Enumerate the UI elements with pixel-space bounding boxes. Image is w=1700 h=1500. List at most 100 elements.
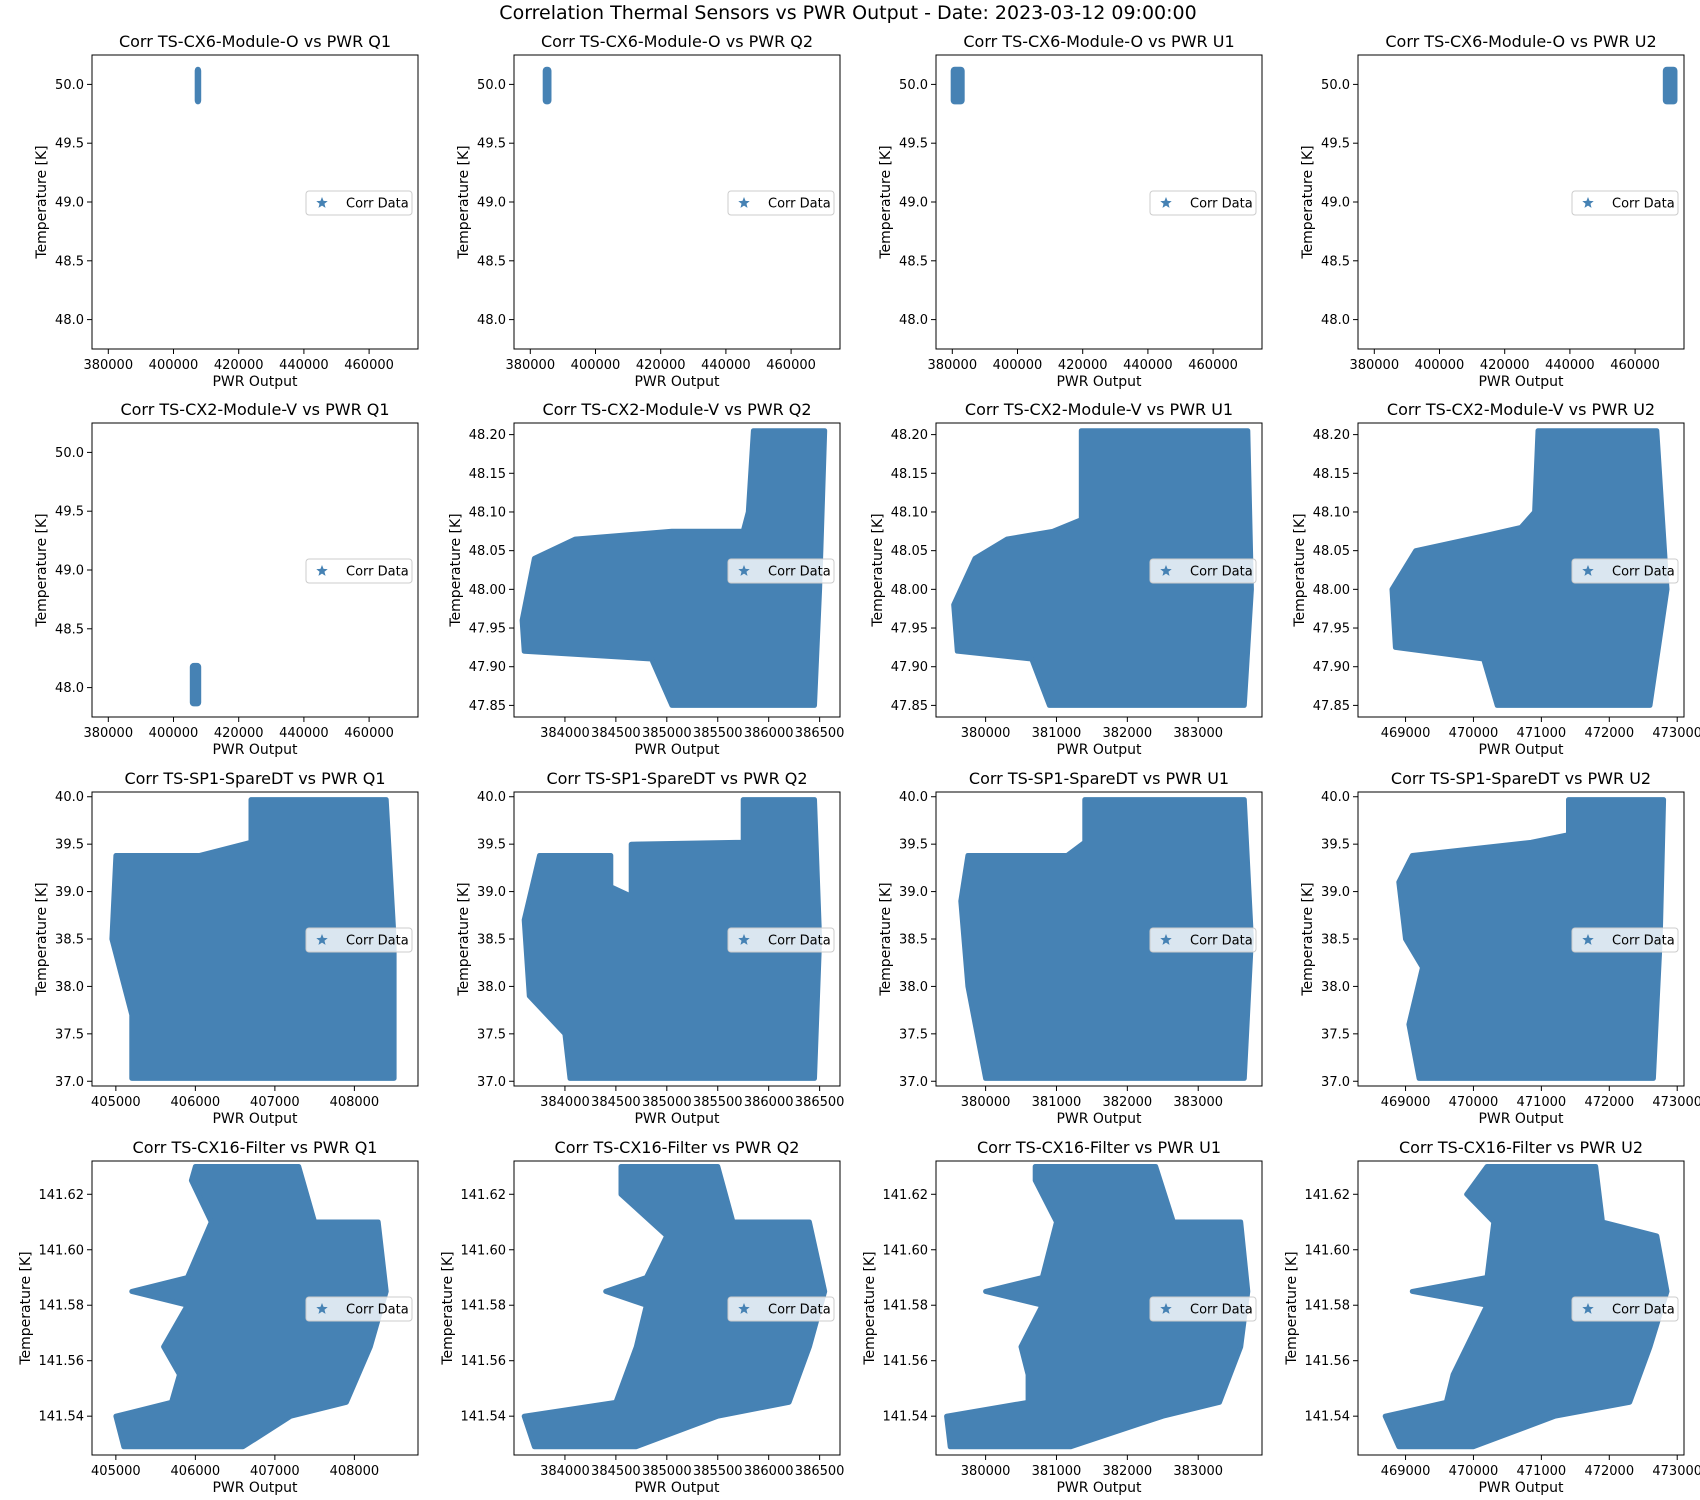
y-tick-label: 48.20 [469,428,506,443]
data-cloud [194,66,202,105]
x-tick-label: 420000 [214,726,264,741]
x-tick-label: 469000 [1381,1095,1431,1110]
y-tick-label: 47.85 [1313,699,1350,714]
y-tick-label: 48.10 [1313,505,1350,520]
subplot-title: Corr TS-CX16-Filter vs PWR Q1 [133,1138,378,1157]
y-tick-label: 39.0 [55,885,84,900]
y-tick-label: 40.0 [55,790,84,805]
y-tick-label: 48.10 [891,505,928,520]
x-tick-label: 405000 [91,1464,141,1479]
legend-label: Corr Data [346,934,409,949]
data-region [519,428,828,708]
legend-box [727,558,835,584]
legend: Corr Data [727,927,835,953]
y-axis-label: Temperature [K] [862,1251,878,1365]
subplot: Corr TS-CX16-Filter vs PWR U2 469000 47000… [1284,1138,1700,1496]
x-tick-label: 383000 [1173,1464,1223,1479]
y-tick-label: 37.5 [55,1027,84,1042]
x-tick-label: 407000 [250,1464,300,1479]
y-axis-label: Temperature [K] [34,145,50,259]
y-tick-label: 49.0 [55,564,84,579]
y-tick-label: 48.0 [55,313,84,328]
y-tick-label: 48.05 [1313,544,1350,559]
y-tick-label: 48.0 [1321,313,1350,328]
y-tick-label: 50.0 [899,78,928,93]
y-tick-label: 141.62 [39,1188,85,1203]
legend-label: Corr Data [768,197,831,212]
legend-star-icon [1160,565,1172,576]
legend-label: Corr Data [1612,197,1675,212]
x-tick-label: 460000 [1610,358,1660,373]
y-tick-label: 47.85 [469,699,506,714]
legend-star-icon [1582,1303,1594,1314]
x-axis-label: PWR Output [1056,1111,1142,1127]
legend-label: Corr Data [1190,565,1253,580]
y-tick-label: 48.5 [899,254,928,269]
y-tick-label: 47.85 [891,699,928,714]
y-tick-label: 48.5 [1321,254,1350,269]
y-tick-label: 141.54 [883,1410,929,1425]
y-tick-label: 141.60 [883,1243,929,1258]
legend-star-icon [1582,197,1594,208]
legend: Corr Data [1149,927,1257,953]
legend-box [727,1296,835,1322]
subplot: Corr TS-CX2-Module-V vs PWR Q2 384000 3845… [448,400,844,758]
subplot-title: Corr TS-CX6-Module-O vs PWR U2 [1385,32,1656,51]
y-tick-label: 49.5 [899,137,928,152]
legend-box [727,927,835,953]
legend: Corr Data [1571,927,1679,953]
legend-star-icon [316,565,328,576]
y-axis-label: Temperature [K] [456,882,472,996]
x-tick-label: 471000 [1517,1095,1567,1110]
subplot: Corr TS-CX16-Filter vs PWR Q1 405000 40600… [18,1138,419,1496]
axes-frame [935,1160,1263,1456]
y-axis-label: Temperature [K] [18,1251,34,1365]
legend-label: Corr Data [1612,565,1675,580]
y-tick-label: 47.90 [1313,660,1350,675]
subplot: Corr TS-CX6-Module-O vs PWR Q2 380000 4000… [456,32,841,390]
subplot-title: Corr TS-CX6-Module-O vs PWR Q2 [541,32,813,51]
y-tick-label: 48.5 [55,622,84,637]
y-axis-label: Temperature [K] [34,882,50,996]
subplot-title: Corr TS-CX2-Module-V vs PWR Q2 [542,400,811,419]
y-tick-label: 38.0 [55,980,84,995]
y-tick-label: 49.5 [1321,137,1350,152]
legend-star-icon [1582,565,1594,576]
y-tick-label: 49.5 [477,137,506,152]
legend: Corr Data [305,190,413,216]
y-tick-label: 39.5 [899,838,928,853]
x-tick-label: 400000 [1415,358,1465,373]
x-tick-label: 384500 [591,1464,641,1479]
axes-frame [91,1160,419,1456]
y-tick-label: 49.0 [55,196,84,211]
legend-star-icon [738,197,750,208]
x-tick-label: 440000 [1123,358,1173,373]
subplot-title: Corr TS-CX2-Module-V vs PWR Q1 [120,400,389,419]
x-tick-label: 440000 [701,358,751,373]
x-tick-label: 380000 [83,358,133,373]
data-region [944,1164,1251,1450]
subplot-title: Corr TS-SP1-SpareDT vs PWR Q1 [124,769,385,788]
y-tick-label: 48.0 [899,313,928,328]
y-tick-label: 39.5 [477,838,506,853]
y-tick-label: 141.56 [461,1354,507,1369]
x-axis-label: PWR Output [212,374,298,390]
x-axis-label: PWR Output [1478,1480,1564,1496]
x-tick-label: 381000 [1032,1464,1082,1479]
data-region [1662,66,1678,105]
y-tick-label: 48.05 [891,544,928,559]
data-region [521,1164,828,1450]
y-tick-label: 38.0 [477,980,506,995]
y-tick-label: 47.95 [891,622,928,637]
x-tick-label: 408000 [330,1464,380,1479]
legend-label: Corr Data [1190,934,1253,949]
data-region [109,797,397,1081]
data-region [1389,428,1670,708]
x-tick-label: 400000 [149,726,199,741]
y-tick-label: 40.0 [899,790,928,805]
legend-star-icon [738,1303,750,1314]
legend-star-icon [738,565,750,576]
subplot: Corr TS-CX2-Module-V vs PWR U1 380000 3810… [870,400,1263,758]
legend-star-icon [1160,934,1172,945]
y-axis-label: Temperature [K] [1292,513,1308,627]
